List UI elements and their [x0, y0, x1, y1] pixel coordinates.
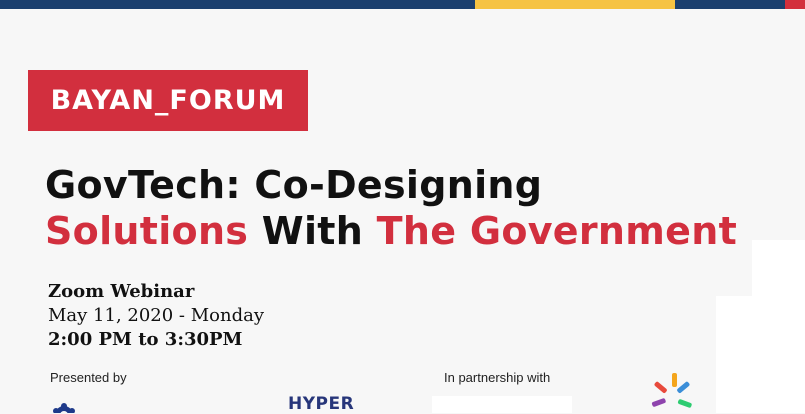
gear-logo-icon — [52, 400, 82, 413]
top-color-bar — [0, 0, 805, 9]
page-title: GovTech: Co-Designing Solutions With The… — [45, 162, 765, 254]
event-platform: Zoom Webinar — [48, 281, 195, 302]
title-line-1: GovTech: Co-Designing — [45, 163, 543, 207]
event-info: Zoom Webinar May 11, 2020 - Monday 2:00 … — [48, 280, 264, 352]
top-bar-navy-segment — [0, 0, 475, 9]
presented-by-label: Presented by — [50, 370, 127, 385]
white-panel — [432, 396, 572, 413]
title-line-2: Solutions With The Government — [45, 208, 765, 254]
event-time: 2:00 PM to 3:30PM — [48, 329, 243, 350]
white-panel — [752, 240, 805, 296]
top-bar-red-segment — [785, 0, 805, 9]
title-accent-government: The Government — [376, 209, 738, 253]
partnership-label: In partnership with — [444, 370, 551, 385]
pinwheel-logo-icon — [651, 373, 692, 408]
white-panel — [716, 296, 805, 413]
forum-badge-label: BAYAN_FORUM — [50, 85, 286, 116]
hyper-logo: HYPER — [288, 394, 355, 414]
top-bar-yellow-segment — [475, 0, 675, 9]
title-with: With — [248, 209, 377, 253]
forum-badge: BAYAN_FORUM — [28, 70, 308, 131]
event-date: May 11, 2020 - Monday — [48, 305, 265, 326]
top-bar-navy-segment-right — [675, 0, 785, 9]
title-accent-solutions: Solutions — [45, 209, 249, 253]
